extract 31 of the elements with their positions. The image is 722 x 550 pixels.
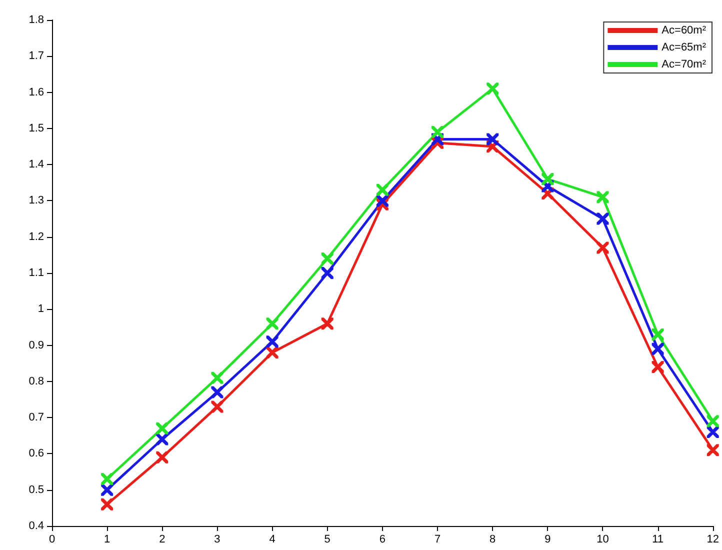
x-tick-label: 12 — [706, 534, 720, 546]
y-tick-label: 0.7 — [28, 412, 44, 424]
x-tick-label: 5 — [324, 534, 330, 546]
legend-label: Ac=70m² — [662, 58, 706, 70]
y-tick-label: 1.8 — [28, 14, 44, 26]
y-tick-label: 1.4 — [28, 158, 44, 171]
y-tick-label: 0.9 — [28, 339, 44, 352]
legend-label: Ac=65m² — [662, 42, 706, 54]
y-tick-label: 1.1 — [28, 267, 44, 279]
x-tick-label: 7 — [434, 534, 441, 546]
x-tick-label: 4 — [269, 534, 276, 546]
y-tick-label: 1.2 — [28, 230, 44, 243]
x-tick-label: 10 — [596, 534, 609, 546]
x-tick-label: 1 — [104, 534, 110, 546]
x-tick-label: 3 — [214, 534, 220, 546]
x-tick-label: 11 — [652, 534, 664, 546]
legend-label: Ac=60m² — [662, 24, 706, 36]
x-tick-label: 8 — [490, 534, 496, 546]
x-tick-label: 6 — [379, 534, 386, 546]
y-tick-label: 0.6 — [28, 448, 44, 460]
y-tick-label: 0.4 — [28, 520, 44, 532]
x-tick-label: 9 — [544, 534, 551, 546]
y-tick-label: 0.8 — [28, 375, 44, 388]
y-tick-label: 1.3 — [28, 194, 44, 207]
x-tick-label: 2 — [159, 534, 166, 546]
x-tick-label: 0 — [48, 534, 56, 546]
y-tick-label: 1.7 — [28, 50, 44, 62]
y-tick-label: 1.5 — [28, 122, 44, 134]
y-tick-label: 1 — [38, 303, 44, 316]
y-tick-label: 0.5 — [28, 484, 44, 496]
y-tick-label: 1.6 — [28, 86, 44, 98]
